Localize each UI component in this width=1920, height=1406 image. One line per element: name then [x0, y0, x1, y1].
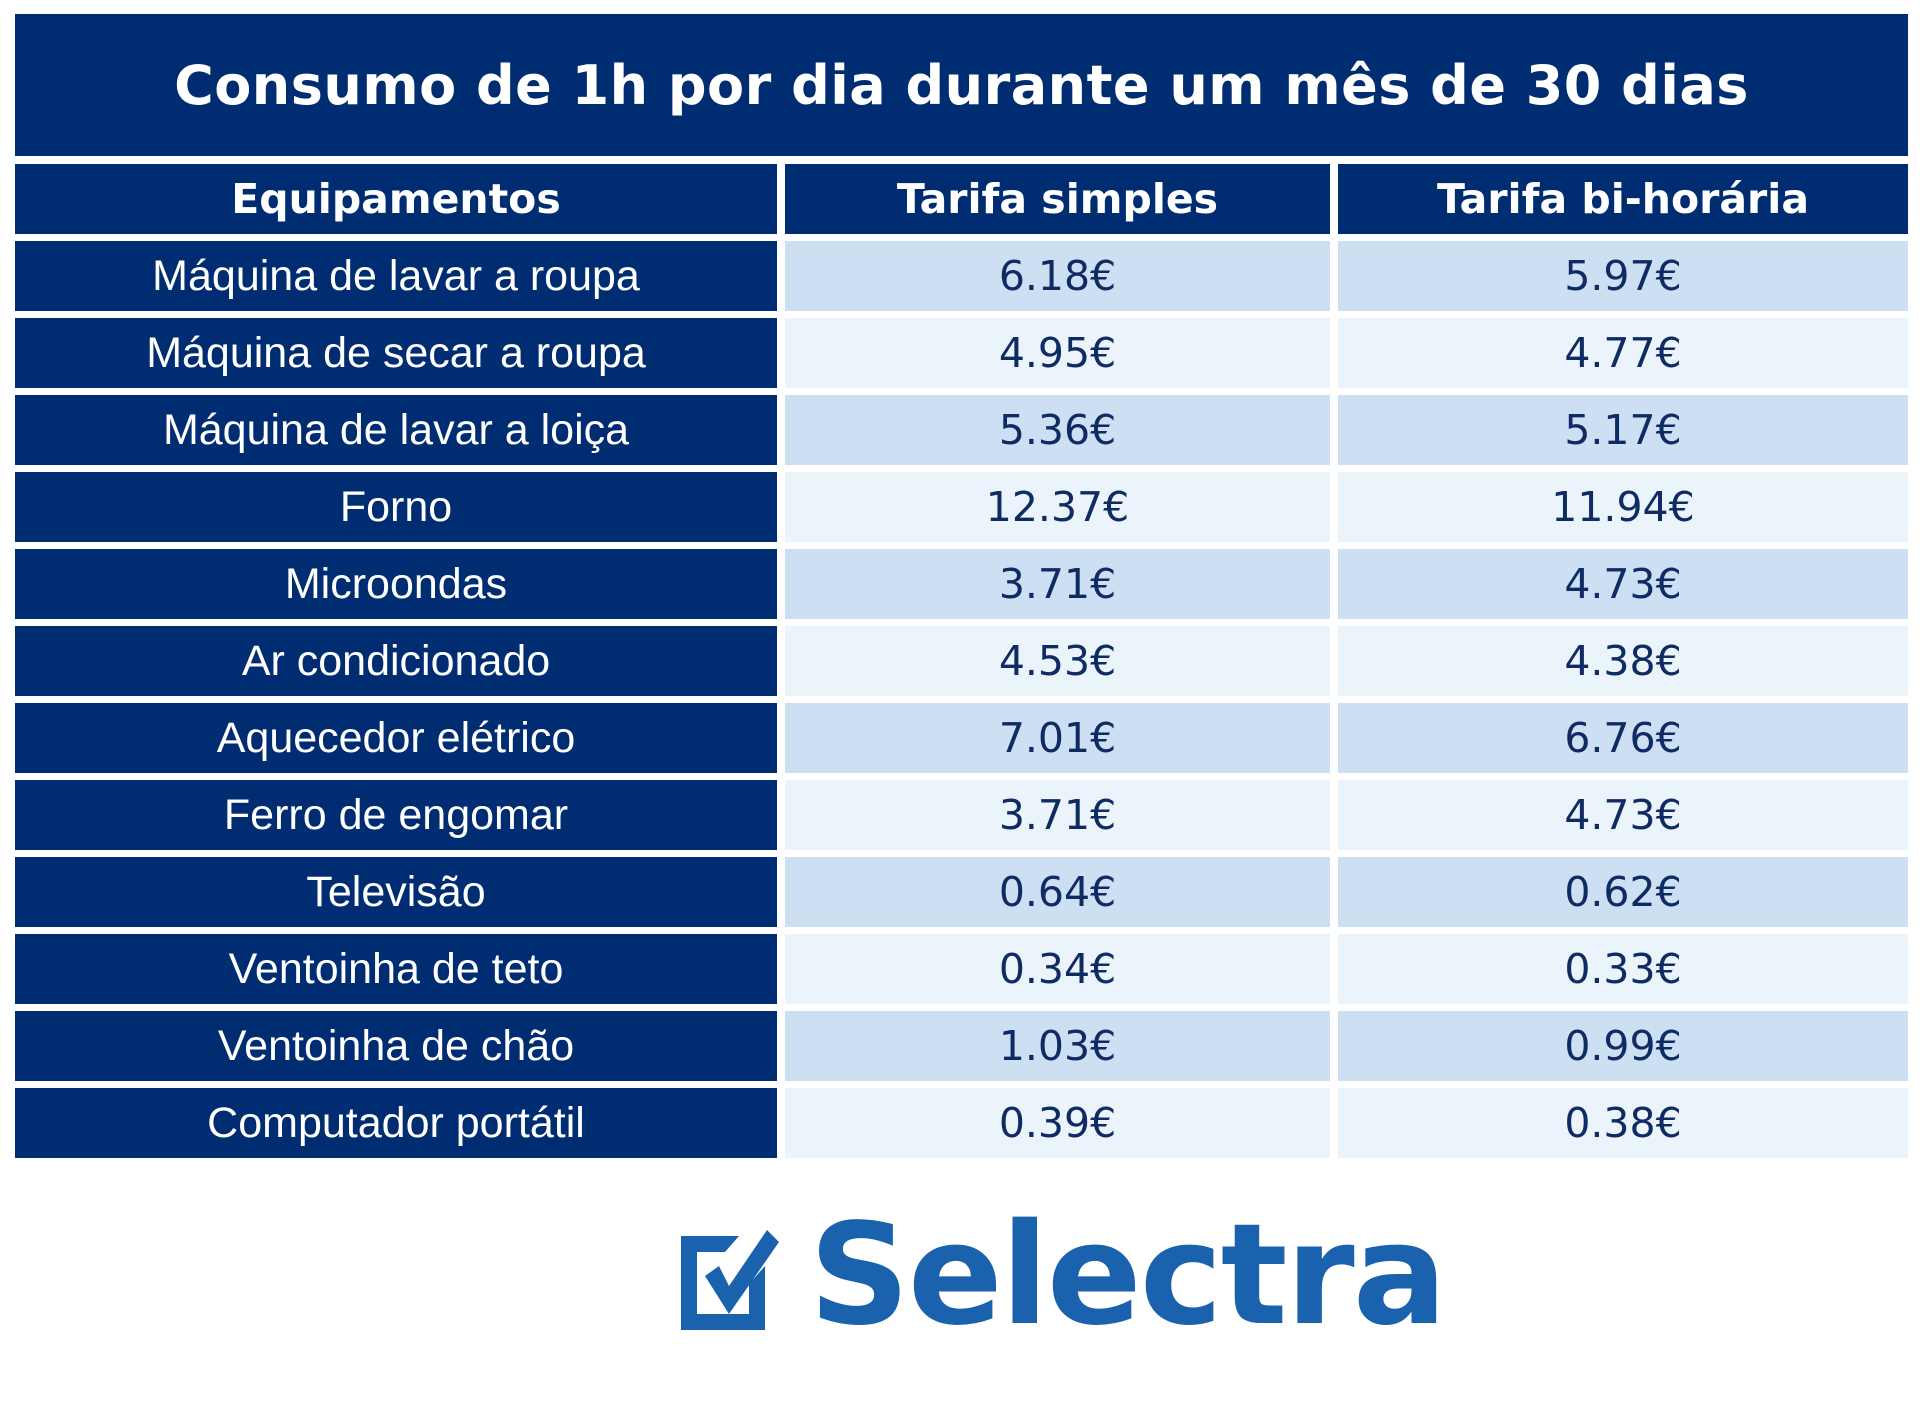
equipment-cell: Ar condicionado: [15, 626, 777, 696]
tarifa-simples-cell: 5.36€: [785, 395, 1330, 465]
tarifa-simples-cell: 1.03€: [785, 1011, 1330, 1081]
header-tarifa-simples: Tarifa simples: [785, 164, 1330, 234]
header-equipamentos: Equipamentos: [15, 164, 777, 234]
tarifa-simples-cell: 4.95€: [785, 318, 1330, 388]
tarifa-bi-horaria-cell: 4.38€: [1338, 626, 1908, 696]
tarifa-simples-cell: 3.71€: [785, 780, 1330, 850]
equipment-cell: Ventoinha de chão: [15, 1011, 777, 1081]
table-grid: Equipamentos Tarifa simples Tarifa bi-ho…: [15, 164, 1908, 1158]
equipment-cell: Aquecedor elétrico: [15, 703, 777, 773]
equipment-cell: Microondas: [15, 549, 777, 619]
tarifa-bi-horaria-cell: 4.73€: [1338, 549, 1908, 619]
tarifa-simples-cell: 7.01€: [785, 703, 1330, 773]
tarifa-bi-horaria-cell: 5.97€: [1338, 241, 1908, 311]
tarifa-simples-cell: 4.53€: [785, 626, 1330, 696]
tarifa-simples-cell: 12.37€: [785, 472, 1330, 542]
equipment-cell: Máquina de lavar a loiça: [15, 395, 777, 465]
tarifa-bi-horaria-cell: 5.17€: [1338, 395, 1908, 465]
equipment-cell: Máquina de lavar a roupa: [15, 241, 777, 311]
header-tarifa-bi-horaria: Tarifa bi-horária: [1338, 164, 1908, 234]
logo-wordmark: Selectra: [809, 1194, 1447, 1357]
selectra-logo: Selectra: [667, 1206, 1447, 1346]
equipment-cell: Computador portátil: [15, 1088, 777, 1158]
equipment-cell: Forno: [15, 472, 777, 542]
equipment-cell: Televisão: [15, 857, 777, 927]
consumption-table: Consumo de 1h por dia durante um mês de …: [15, 14, 1908, 1158]
checkbox-check-icon: [681, 1230, 779, 1330]
tarifa-bi-horaria-cell: 0.62€: [1338, 857, 1908, 927]
tarifa-simples-cell: 0.34€: [785, 934, 1330, 1004]
tarifa-simples-cell: 0.64€: [785, 857, 1330, 927]
equipment-cell: Máquina de secar a roupa: [15, 318, 777, 388]
tarifa-bi-horaria-cell: 0.38€: [1338, 1088, 1908, 1158]
table-title: Consumo de 1h por dia durante um mês de …: [15, 14, 1908, 156]
equipment-cell: Ferro de engomar: [15, 780, 777, 850]
tarifa-simples-cell: 3.71€: [785, 549, 1330, 619]
tarifa-simples-cell: 6.18€: [785, 241, 1330, 311]
tarifa-bi-horaria-cell: 0.33€: [1338, 934, 1908, 1004]
tarifa-bi-horaria-cell: 6.76€: [1338, 703, 1908, 773]
tarifa-simples-cell: 0.39€: [785, 1088, 1330, 1158]
equipment-cell: Ventoinha de teto: [15, 934, 777, 1004]
tarifa-bi-horaria-cell: 4.77€: [1338, 318, 1908, 388]
tarifa-bi-horaria-cell: 0.99€: [1338, 1011, 1908, 1081]
tarifa-bi-horaria-cell: 4.73€: [1338, 780, 1908, 850]
tarifa-bi-horaria-cell: 11.94€: [1338, 472, 1908, 542]
